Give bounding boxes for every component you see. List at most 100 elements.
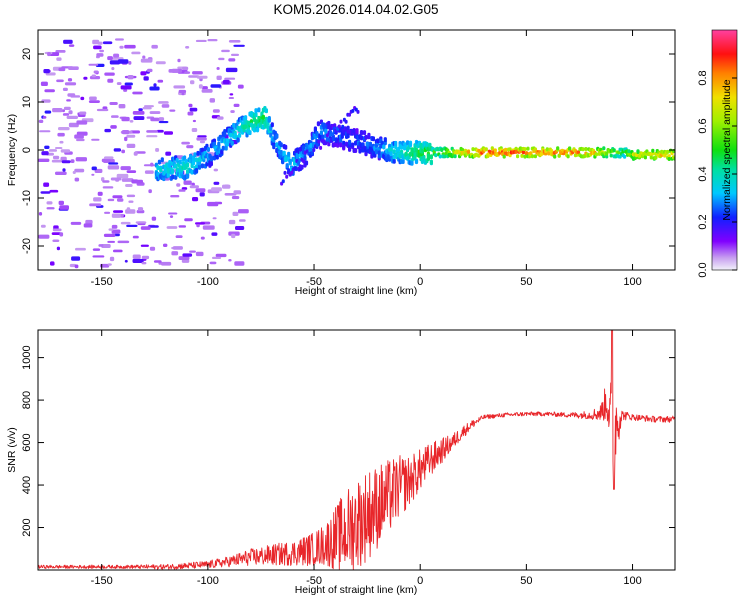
spectrogram-noise-cell [144,105,154,108]
spectrogram-branch-cell [315,143,319,147]
spectrogram-noise-cell [107,78,114,83]
spectrogram-noise-cell [113,210,124,213]
spectrogram-noise-cell [120,166,131,171]
spectrogram-ridge-cell [440,148,444,152]
spectrogram-noise-cell [149,111,161,114]
spectrogram-ridge-cell [612,148,616,153]
spectrogram-noise-cell [111,224,118,229]
spectrogram-noise-cell [121,149,125,154]
spectrogram-noise-cell [69,263,77,268]
spectrogram-noise-cell [138,108,143,112]
spectrogram-noise-cell [192,119,196,123]
spectrogram-ridge-cell [362,130,367,136]
spectrogram-noise-cell [74,134,84,139]
spectrogram-branch-cell [339,119,343,124]
spectrogram-noise-cell [209,98,215,103]
spectrogram-ylabel: Frequency (Hz) [6,114,18,186]
spectrogram-noise-cell [61,109,65,113]
spectrogram-ridge-cell [221,145,225,151]
spectrogram-ridge-cell [521,150,526,155]
spectrogram-branch-cell [281,179,285,184]
spectrogram-ridge-cell [484,147,488,152]
spectrogram-noise-cell [233,103,240,107]
spectrogram-noise-cell [212,109,220,113]
spectrogram-xtick-label: -150 [91,276,113,288]
spectrogram-noise-cell [127,75,134,80]
spectrogram-noise-cell [178,89,187,93]
spectrogram-ridge-cell [279,149,283,155]
spectrogram-branch-cell [317,139,321,144]
spectrogram-noise-cell [97,191,103,196]
spectrogram-ridge-cell [255,127,260,133]
spectrogram-noise-cell [63,39,73,44]
spectrogram-ridge-cell [556,146,560,151]
spectrogram-noise-cell [141,255,150,260]
spectrogram-noise-cell [85,219,93,225]
spectrogram-noise-cell [222,184,231,189]
spectrogram-ridge-cell [471,147,475,152]
spectrogram-noise-cell [148,189,152,194]
spectrogram-noise-cell [39,130,51,133]
spectrogram-noise-cell [57,132,65,137]
spectrogram-noise-cell [146,130,158,133]
spectrogram-noise-cell [103,233,116,237]
spectrogram-noise-cell [166,226,178,229]
spectrogram-branch-cell [344,119,348,124]
spectrogram-ridge-cell [331,136,335,142]
spectrogram-noise-cell [201,89,213,93]
spectrogram-ridge-cell [358,148,362,154]
spectrogram-ridge-cell [654,155,658,160]
spectrogram-noise-cell [121,178,134,182]
spectrogram-marks [38,38,675,269]
spectrogram-ridge-cell [429,154,433,160]
spectrogram-noise-cell [102,106,108,110]
spectrogram-ridge-cell [342,144,346,150]
spectrogram-ridge-cell [200,147,205,153]
spectrogram-noise-cell [211,232,218,236]
spectrogram-ridge-cell [279,142,283,148]
spectrogram-ridge-cell [383,137,387,143]
colorbar-tick-label: 0.4 [697,166,709,181]
spectrogram-noise-cell [192,71,203,75]
spectrogram-ytick-label: 20 [21,48,33,60]
spectrogram-ridge-cell [422,155,426,161]
spectrogram-ridge-cell [523,154,527,159]
spectrogram-noise-cell [92,255,105,258]
spectrogram-ridge-cell [566,154,570,159]
snr-xtick-label: 0 [417,575,423,587]
spectrogram-noise-cell [104,128,111,133]
spectrogram-ridge-cell [339,142,343,148]
spectrogram-ridge-cell [576,150,581,155]
spectrogram-noise-cell [123,89,128,92]
spectrogram-noise-cell [198,84,203,89]
snr-xtick-label: 50 [520,575,532,587]
spectrogram-noise-cell [140,58,153,63]
spectrogram-branch-cell [312,148,316,152]
spectrogram-noise-cell [38,234,50,239]
snr-ytick-label: 800 [21,391,33,409]
spectrogram-noise-cell [228,58,236,62]
spectrogram-ridge-cell [224,145,228,151]
spectrogram-noise-cell [93,70,99,74]
spectrogram-noise-cell [59,205,69,210]
spectrogram-noise-cell [104,72,115,76]
spectrogram-ridge-cell [539,152,543,157]
spectrogram-ridge-cell [643,155,647,160]
spectrogram-ridge-cell [186,173,190,179]
spectrogram-ridge-cell [215,154,219,160]
spectrogram-noise-cell [153,83,157,87]
spectrogram-noise-cell [142,106,152,110]
spectrogram-xtick-label: -100 [197,276,219,288]
spectrogram-ridge-cell [524,151,529,156]
spectrogram-noise-cell [52,228,62,232]
colorbar-ticks: 0.0 0.2 0.4 0.6 0.8 [697,70,737,278]
spectrogram-ridge-cell [408,142,413,148]
spectrogram-xtick-label: 50 [520,276,532,288]
spectrogram-ridge-cell [553,154,557,159]
spectrogram-ridge-cell [285,163,289,169]
spectrogram-noise-cell [181,141,190,145]
colorbar-tick-label: 0.0 [697,262,709,277]
spectrogram-noise-cell [231,53,239,56]
